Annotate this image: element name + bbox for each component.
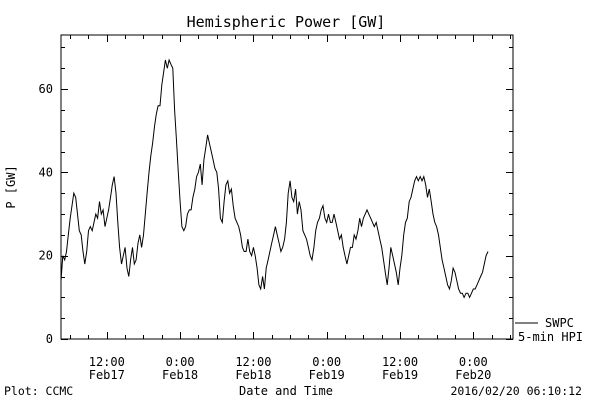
footer-credit: Plot: CCMC (4, 384, 73, 398)
y-axis: 0 20 40 60 (39, 47, 513, 346)
x-tick-time-label: 12:00 (235, 355, 271, 369)
x-axis-label: Date and Time (239, 384, 333, 398)
x-tick-date-label: Feb19 (382, 368, 418, 382)
plot-frame (60, 34, 514, 340)
x-tick-date-label: Feb18 (235, 368, 271, 382)
footer-timestamp: 2016/02/20 06:10:12 (450, 384, 582, 398)
x-tick-time-label: 12:00 (382, 355, 418, 369)
x-tick-date-label: Feb19 (309, 368, 345, 382)
x-tick-time-label: 0:00 (459, 355, 488, 369)
legend-label-swpc: SWPC (545, 316, 574, 330)
series-line-swpc (60, 58, 489, 299)
y-tick-label: 20 (39, 249, 53, 263)
x-tick-time-label: 0:00 (166, 355, 195, 369)
x-tick-date-label: Feb20 (455, 368, 491, 382)
chart-title: Hemispheric Power [GW] (187, 13, 386, 31)
x-tick-time-label: 12:00 (89, 355, 125, 369)
legend-label-hpi: 5-min HPI (518, 330, 583, 344)
y-axis-label: P [GW] (4, 165, 18, 208)
x-tick-date-label: Feb17 (89, 368, 125, 382)
x-tick-date-label: Feb18 (162, 368, 198, 382)
y-tick-label: 40 (39, 165, 53, 179)
y-tick-label: 0 (46, 332, 53, 346)
y-tick-label: 60 (39, 82, 53, 96)
x-tick-time-label: 0:00 (312, 355, 341, 369)
x-axis: 12:00Feb170:00Feb1812:00Feb180:00Feb1912… (70, 35, 511, 382)
